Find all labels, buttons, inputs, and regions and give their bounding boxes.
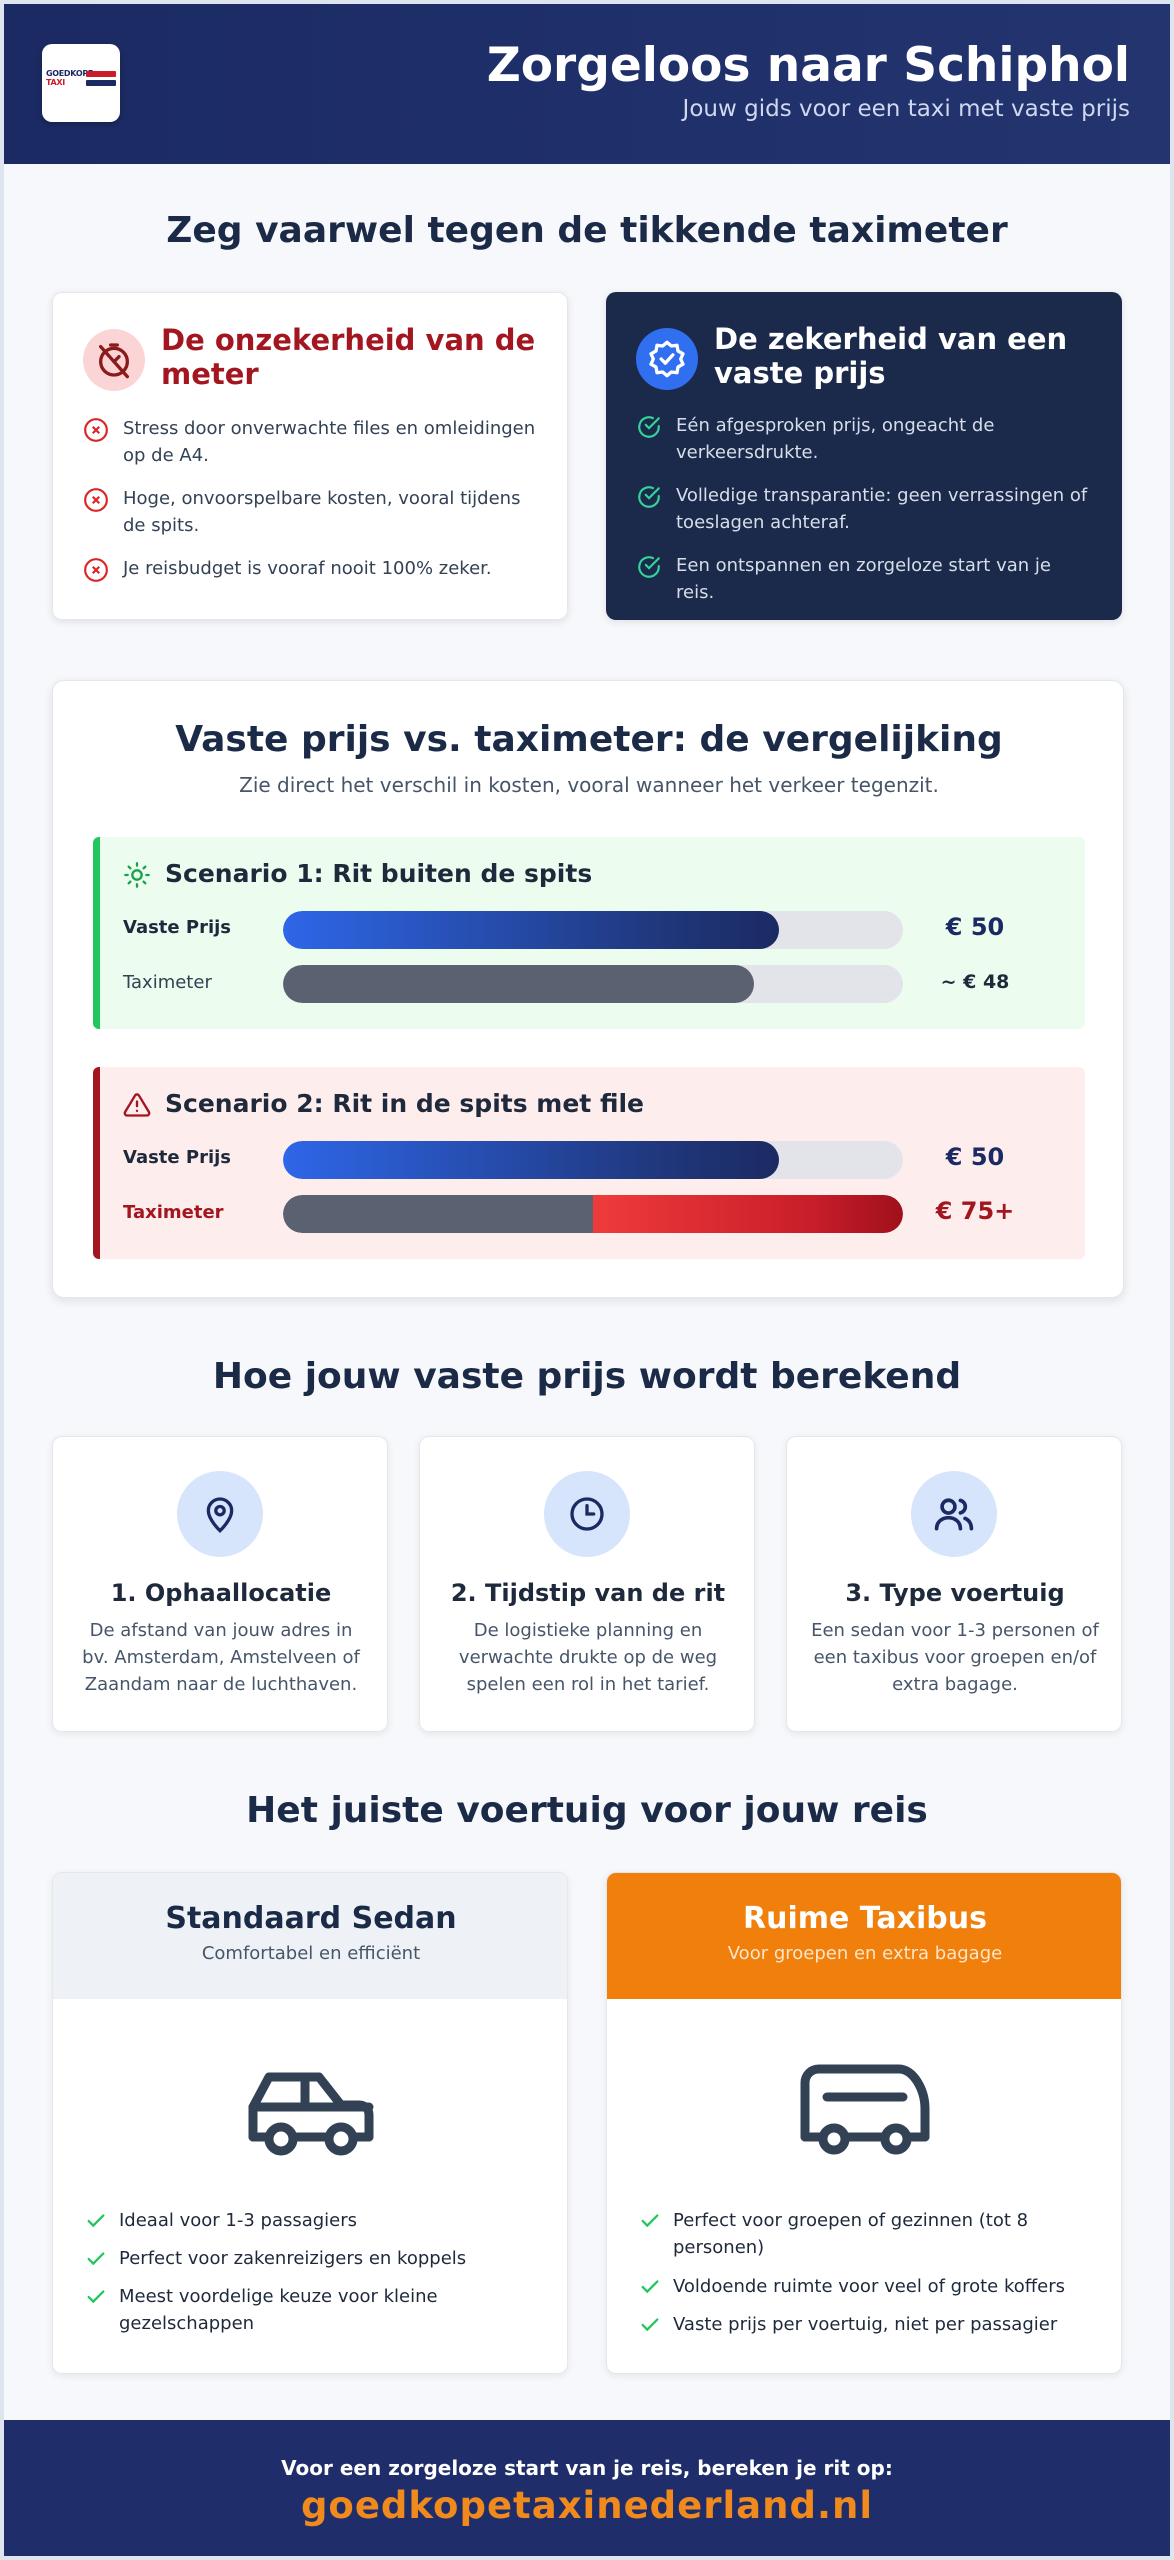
check-circle-icon	[638, 556, 660, 578]
list-item: Ideaal voor 1-3 passagiers	[85, 2207, 545, 2234]
fixed-card-title: De zekerheid van een vaste prijs	[714, 322, 1068, 390]
logo-stripe-navy	[86, 80, 116, 86]
taxibus-card: Ruime Taxibus Voor groepen en extra baga…	[606, 1872, 1122, 2374]
scenario-2-title: Scenario 2: Rit in de spits met file	[165, 1089, 645, 1118]
check-circle-icon	[638, 486, 660, 508]
logo-text-line1: GOEDKOPE	[46, 69, 94, 78]
how-card-text: De logistieke planning en verwachte druk…	[458, 1620, 718, 1695]
list-item: Je reisbudget is vooraf nooit 100% zeker…	[83, 555, 539, 583]
list-item: Meest voordelige keuze voor kleine gezel…	[85, 2283, 545, 2337]
list-item: Vaste prijs per voertuig, niet per passa…	[639, 2311, 1099, 2338]
vehicles-title: Het juiste voertuig voor jouw reis	[246, 1790, 928, 1831]
row-value: € 50	[945, 1143, 1005, 1171]
price-bar-track	[283, 1141, 903, 1179]
price-bar-track	[283, 1195, 903, 1233]
clock-icon	[544, 1471, 630, 1557]
warning-icon	[123, 1093, 151, 1117]
comparison-title: Vaste prijs vs. taximeter: de vergelijki…	[175, 719, 1003, 760]
scenario-2: Scenario 2: Rit in de spits met file Vas…	[93, 1067, 1085, 1259]
badge-check-icon	[636, 328, 698, 390]
page-title: Zorgeloos naar Schiphol	[486, 38, 1130, 93]
scenario-1: Scenario 1: Rit buiten de spits Vaste Pr…	[93, 837, 1085, 1029]
intro-title: Zeg vaarwel tegen de tikkende taximeter	[166, 210, 1008, 251]
sedan-subtitle: Comfortabel en efficiënt	[201, 1943, 421, 1964]
footer: Voor een zorgeloze start van je reis, be…	[4, 2420, 1170, 2556]
footer-cta-text: Voor een zorgeloze start van je reis, be…	[281, 2456, 893, 2480]
how-card-title: 1. Ophaallocatie	[110, 1579, 332, 1607]
price-bar-track	[283, 965, 903, 1003]
bus-icon	[800, 2064, 930, 2155]
sedan-title: Standaard Sedan	[165, 1901, 457, 1936]
list-item: Perfect voor zakenreizigers en koppels	[85, 2245, 545, 2272]
logo[interactable]: GOEDKOPE TAXI	[42, 44, 120, 122]
fixed-price-card: De zekerheid van een vaste prijs Eén afg…	[606, 292, 1122, 620]
how-card-location: 1. Ophaallocatie De afstand van jouw adr…	[52, 1436, 388, 1732]
how-title: Hoe jouw vaste prijs wordt berekend	[212, 1356, 962, 1397]
price-bar-fill-base	[283, 1195, 593, 1233]
check-circle-icon	[638, 416, 660, 438]
row-value: € 75+	[935, 1197, 1015, 1225]
meter-card-title: De onzekerheid van de meter	[161, 323, 536, 391]
logo-stripe-red	[86, 71, 116, 77]
list-item: Perfect voor groepen of gezinnen (tot 8 …	[639, 2207, 1099, 2261]
comparison-card: Vaste prijs vs. taximeter: de vergelijki…	[52, 680, 1124, 1298]
check-icon	[641, 2280, 659, 2294]
sun-icon	[124, 862, 150, 888]
row-label: Taximeter	[123, 1202, 224, 1223]
list-item: Hoge, onvoorspelbare kosten, vooral tijd…	[83, 485, 539, 539]
x-circle-icon	[84, 418, 108, 442]
price-bar-track	[283, 911, 903, 949]
check-icon	[87, 2290, 105, 2304]
list-item: Voldoende ruimte voor veel of grote koff…	[639, 2273, 1099, 2300]
row-label: Vaste Prijs	[123, 917, 232, 938]
list-item: Eén afgesproken prijs, ongeacht de verke…	[636, 412, 1092, 466]
how-card-time: 2. Tijdstip van de rit De logistieke pla…	[419, 1436, 755, 1732]
meter-card: De onzekerheid van de meter Stress door …	[52, 292, 568, 620]
list-item: Volledige transparantie: geen verrassing…	[636, 482, 1092, 536]
price-bar-fill	[283, 965, 755, 1003]
check-icon	[641, 2214, 659, 2228]
price-bar-fill-extra	[593, 1195, 903, 1233]
taxibus-title: Ruime Taxibus	[743, 1901, 987, 1936]
scenario-1-title: Scenario 1: Rit buiten de spits	[165, 859, 593, 888]
row-value: € 50	[945, 913, 1005, 941]
comparison-subtitle: Zie direct het verschil in kosten, voora…	[239, 773, 939, 797]
how-card-text: De afstand van jouw adres in bv. Amsterd…	[82, 1620, 360, 1695]
how-card-text: Een sedan voor 1-3 personen of een taxib…	[811, 1620, 1099, 1695]
header: GOEDKOPE TAXI Zorgeloos naar Schiphol Jo…	[4, 4, 1170, 164]
check-icon	[87, 2214, 105, 2228]
list-item: Een ontspannen en zorgeloze start van je…	[636, 552, 1092, 606]
meter-off-icon	[83, 329, 145, 391]
row-label: Taximeter	[123, 972, 212, 993]
row-label: Vaste Prijs	[123, 1147, 232, 1168]
how-card-title: 2. Tijdstip van de rit	[450, 1579, 726, 1607]
sedan-card: Standaard Sedan Comfortabel en efficiënt…	[52, 1872, 568, 2374]
map-pin-icon	[177, 1471, 263, 1557]
x-circle-icon	[84, 488, 108, 512]
check-icon	[87, 2252, 105, 2266]
infographic-page: GOEDKOPE TAXI Zorgeloos naar Schiphol Jo…	[4, 4, 1170, 2556]
check-icon	[641, 2318, 659, 2332]
footer-website-link[interactable]: goedkopetaxinederland.nl	[300, 2484, 874, 2527]
price-bar-fill	[283, 1141, 779, 1179]
x-circle-icon	[84, 558, 108, 582]
users-icon	[911, 1471, 997, 1557]
list-item: Stress door onverwachte files en omleidi…	[83, 415, 539, 469]
taxibus-subtitle: Voor groepen en extra bagage	[727, 1943, 1003, 1964]
logo-text-line2: TAXI	[46, 78, 65, 87]
price-bar-fill	[283, 911, 779, 949]
how-card-vehicle-type: 3. Type voertuig Een sedan voor 1-3 pers…	[786, 1436, 1122, 1732]
how-card-title: 3. Type voertuig	[845, 1579, 1065, 1607]
row-value: ~ € 48	[940, 971, 1010, 993]
page-subtitle: Jouw gids voor een taxi met vaste prijs	[682, 96, 1130, 122]
car-icon	[248, 2072, 374, 2156]
